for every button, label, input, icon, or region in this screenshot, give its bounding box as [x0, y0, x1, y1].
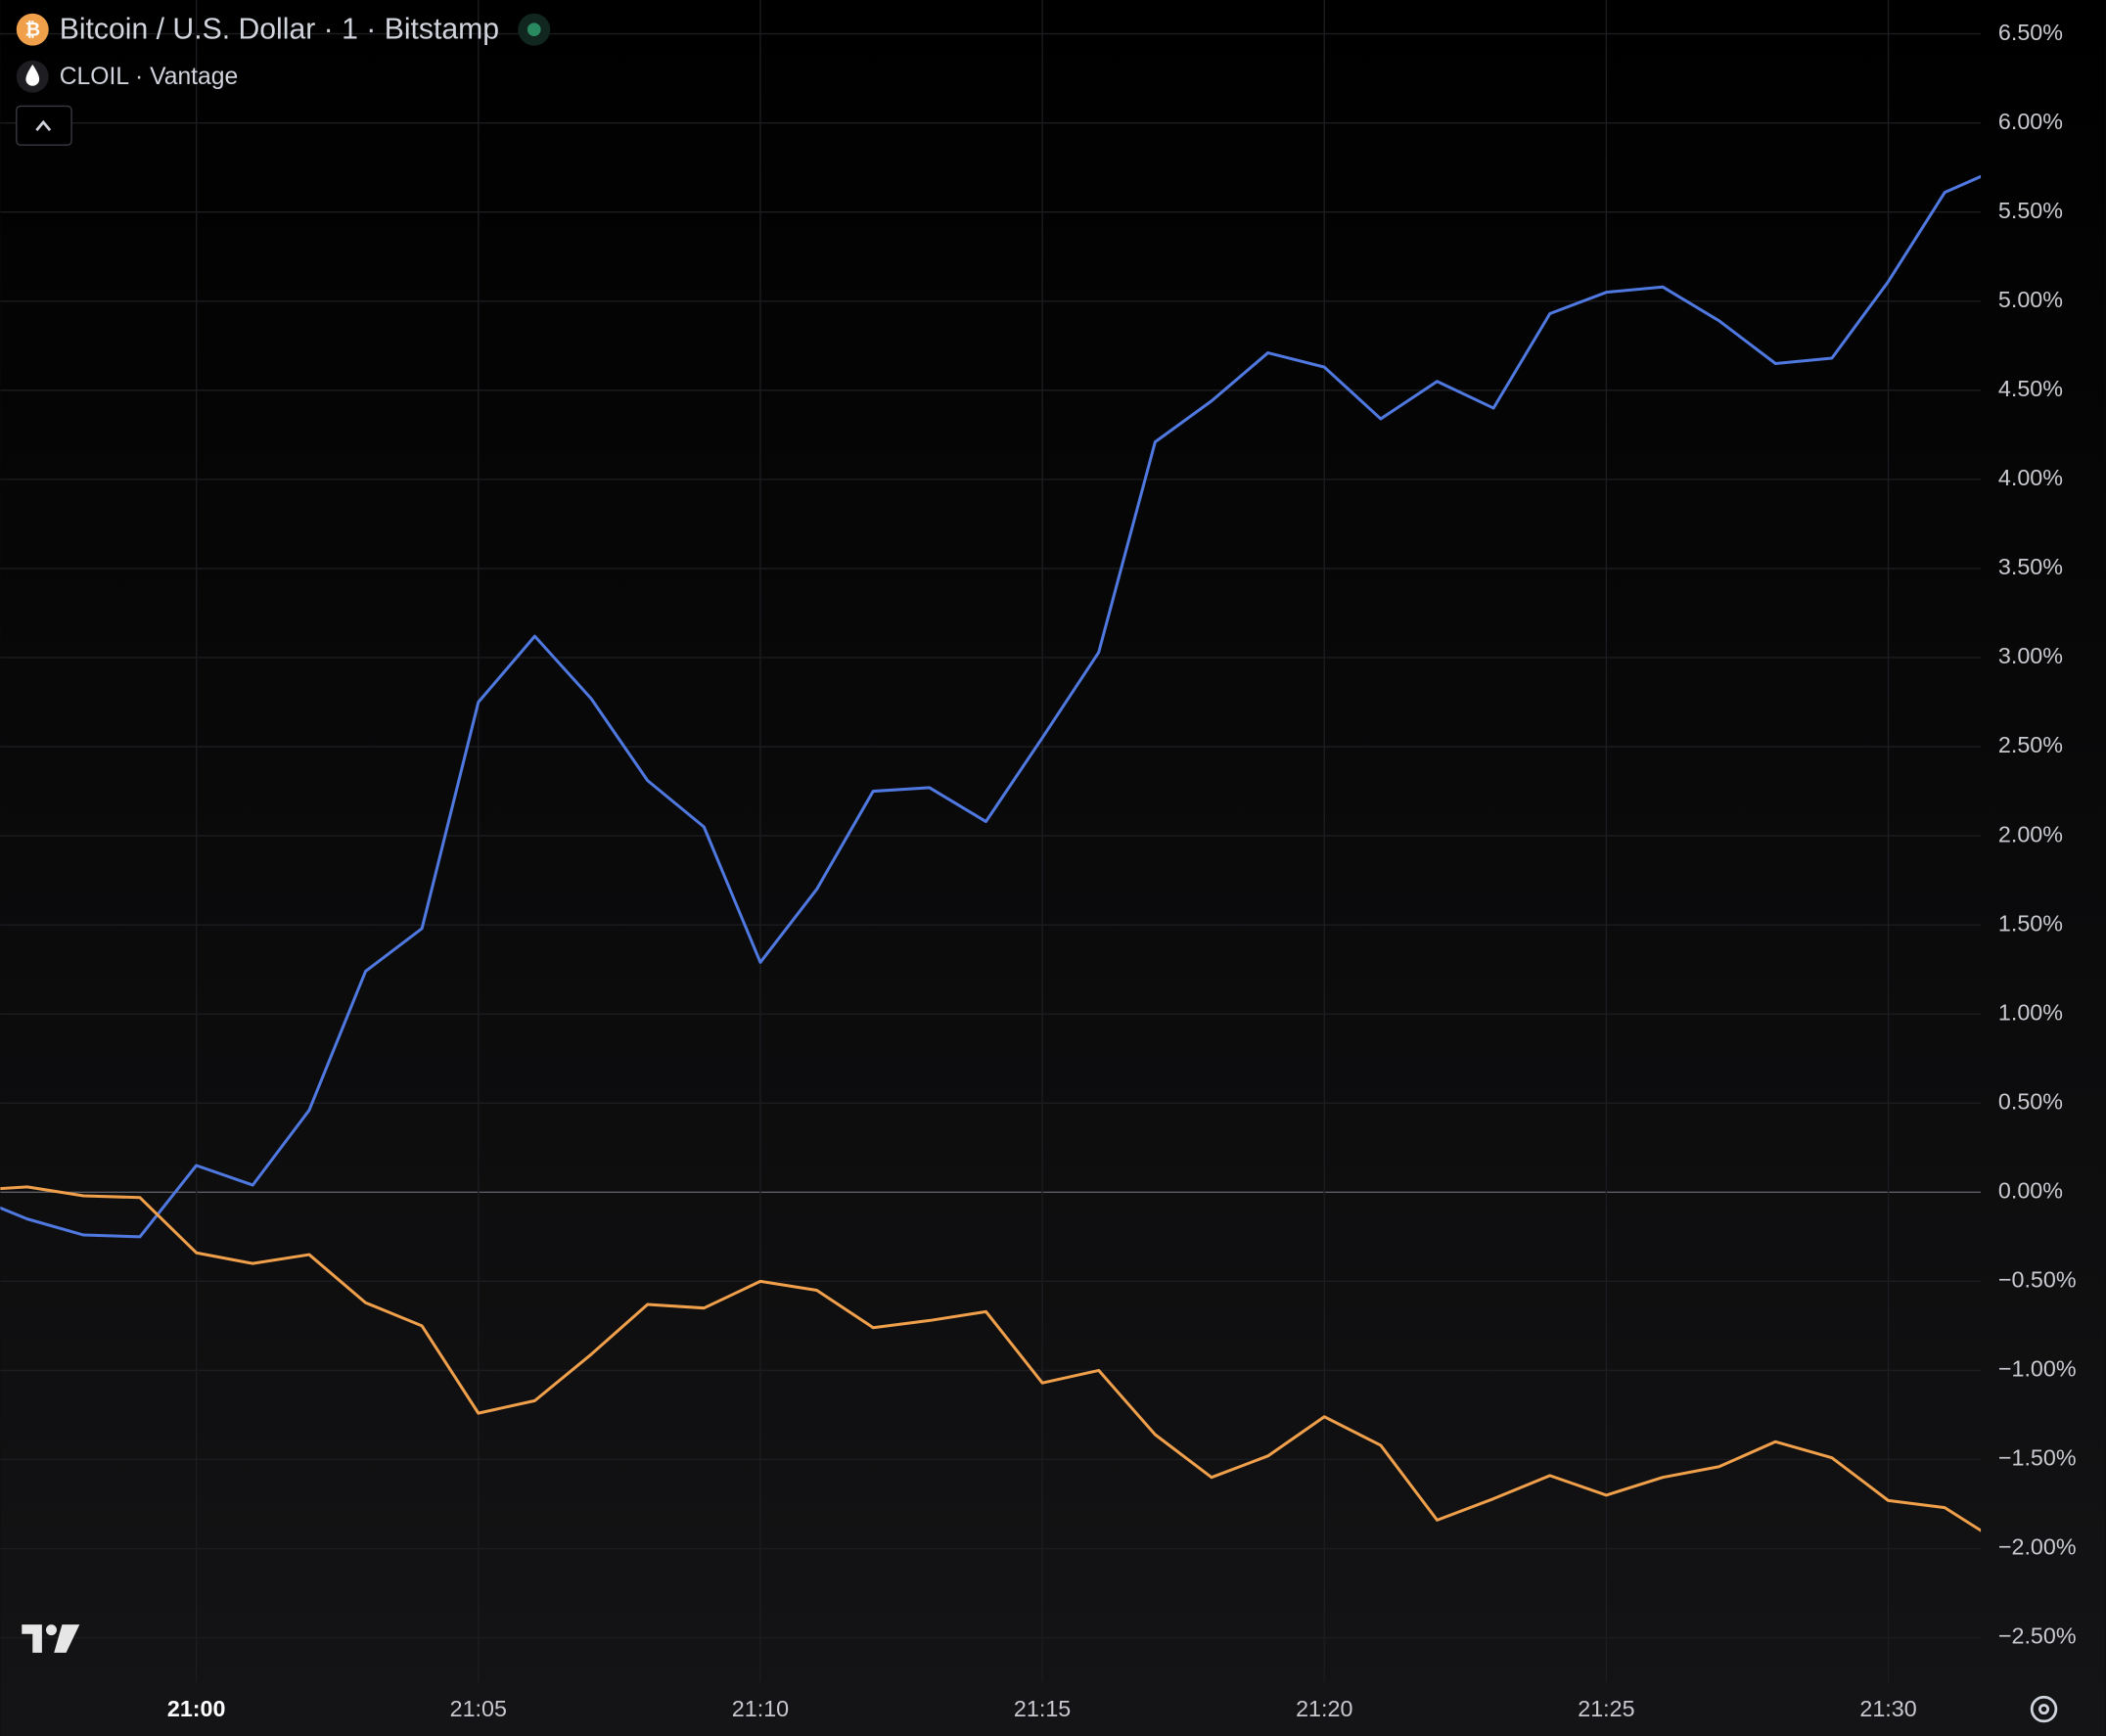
- x-tick-label: 21:30: [1859, 1696, 1916, 1721]
- oil-drop: [25, 64, 40, 86]
- x-tick-label: 21:15: [1014, 1696, 1071, 1721]
- y-tick-label: 1.50%: [1998, 910, 2063, 936]
- y-tick-label: 0.00%: [1998, 1177, 2063, 1203]
- y-tick-label: 0.50%: [1998, 1088, 2063, 1114]
- x-tick-label: 21:20: [1296, 1696, 1352, 1721]
- y-tick-label: 2.50%: [1998, 732, 2063, 757]
- logo-part: [22, 1624, 42, 1653]
- y-tick-label: −0.50%: [1998, 1267, 2077, 1293]
- y-tick-label: 6.50%: [1998, 20, 2063, 45]
- bitcoin-icon: [16, 13, 49, 46]
- status-dot: [526, 23, 541, 37]
- y-tick-label: 5.00%: [1998, 287, 2063, 312]
- legend-entry[interactable]: Bitcoin / U.S. Dollar · 1 · Bitstamp: [60, 14, 499, 46]
- series-line: [0, 174, 1982, 1239]
- y-tick-label: 4.00%: [1998, 465, 2063, 490]
- settings-icon: [2038, 1704, 2050, 1715]
- settings-icon: [2030, 1695, 2058, 1723]
- collapse-icon: [35, 119, 52, 131]
- y-tick-label: −2.50%: [1998, 1623, 2077, 1649]
- y-tick-label: 6.00%: [1998, 109, 2063, 134]
- y-tick-label: −1.00%: [1998, 1356, 2077, 1382]
- collapse-button[interactable]: [16, 105, 72, 146]
- x-tick-label: 21:05: [450, 1696, 507, 1721]
- y-tick-label: −2.00%: [1998, 1534, 2077, 1560]
- grid: [0, 0, 1982, 1683]
- x-tick-label: 21:00: [167, 1696, 226, 1721]
- y-tick-label: 4.50%: [1998, 376, 2063, 401]
- y-tick-label: 3.00%: [1998, 643, 2063, 668]
- x-tick-label: 21:10: [732, 1696, 789, 1721]
- logo-part: [45, 1624, 57, 1636]
- y-tick-label: 1.00%: [1998, 999, 2063, 1025]
- y-tick-label: −1.50%: [1998, 1445, 2077, 1471]
- bitcoin-symbol: ₿: [24, 21, 40, 41]
- series-line: [0, 1185, 1982, 1532]
- y-tick-label: 5.50%: [1998, 198, 2063, 223]
- settings-button[interactable]: [2030, 1695, 2058, 1723]
- y-tick-label: 3.50%: [1998, 554, 2063, 579]
- y-tick-label: 2.00%: [1998, 821, 2063, 846]
- logo: [22, 1624, 80, 1653]
- x-tick-label: 21:25: [1578, 1696, 1634, 1721]
- legend-entry[interactable]: CLOIL · Vantage: [60, 64, 239, 90]
- axes: 6.50% 6.00% 5.50% 5.00% 4.50% 4.00% 3.50% 3.00%…: [167, 20, 2077, 1721]
- logo-part: [54, 1624, 80, 1653]
- plot: [0, 174, 1982, 1532]
